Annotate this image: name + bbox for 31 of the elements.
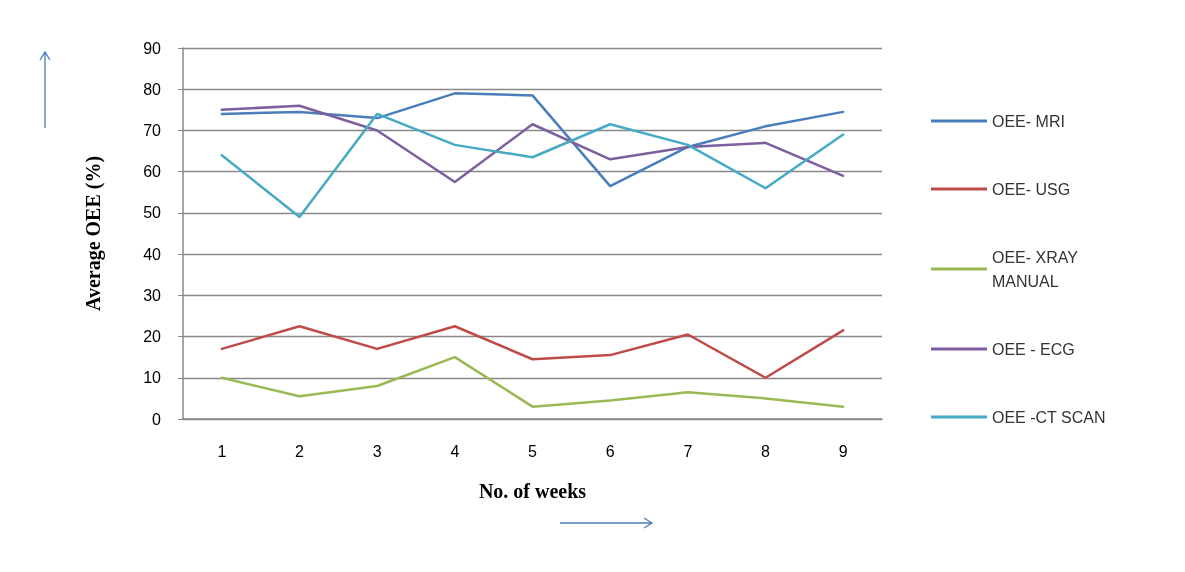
y-tick-label: 40 — [143, 245, 162, 263]
y-tick-label: 20 — [143, 328, 162, 346]
legend-label: OEE - ECG — [992, 340, 1075, 358]
line-series — [220, 92, 845, 188]
x-tick-label: 8 — [761, 442, 771, 460]
line-series — [220, 355, 845, 408]
legend-label: OEE- MRI — [992, 112, 1065, 130]
y-tick-label: 90 — [143, 39, 162, 57]
y-tick-label: 70 — [143, 121, 162, 139]
y-axis-title: Average OEE (%) — [82, 155, 105, 312]
x-tick-label: 4 — [450, 442, 460, 460]
y-tick-label: 30 — [143, 286, 162, 304]
x-tick-label: 3 — [372, 442, 382, 460]
x-tick-label: 1 — [217, 442, 227, 460]
y-tick-label: 10 — [143, 369, 162, 387]
legend-label: OEE- USG — [992, 180, 1071, 198]
y-tick-label: 50 — [143, 204, 162, 222]
legend-label: OEE- XRAY MANUAL — [992, 248, 1083, 290]
y-tick-label: 0 — [152, 410, 162, 428]
x-axis-title: No. of weeks — [478, 480, 587, 502]
y-tick-label: 60 — [143, 163, 162, 181]
x-tick-label: 2 — [295, 442, 305, 460]
x-tick-label: 7 — [683, 442, 693, 460]
x-tick-label: 6 — [605, 442, 615, 460]
line-series — [220, 104, 845, 184]
line-series — [220, 112, 845, 219]
x-tick-label: 9 — [838, 442, 848, 460]
legend-label: OEE -CT SCAN — [992, 408, 1106, 426]
x-tick-label: 5 — [528, 442, 538, 460]
line-series — [220, 325, 845, 380]
y-tick-label: 80 — [143, 80, 162, 98]
